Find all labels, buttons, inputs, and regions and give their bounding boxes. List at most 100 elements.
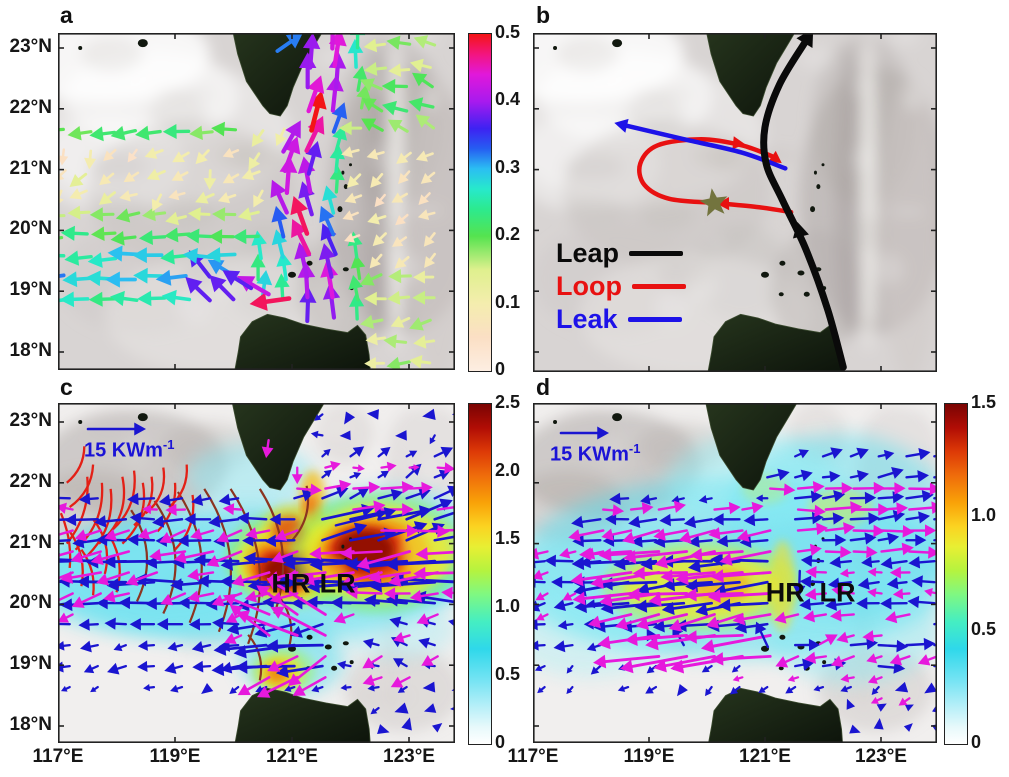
- flux-arrow: [562, 591, 577, 601]
- velocity-arrow: [64, 250, 93, 266]
- flux-arrow: [149, 548, 187, 562]
- leap-path: [760, 39, 847, 371]
- flux-arrow: [418, 637, 436, 649]
- velocity-arrow: [361, 97, 384, 113]
- velocity-arrow: [217, 191, 237, 204]
- flux-arrow: [423, 703, 437, 713]
- flux-arrow: [741, 501, 764, 514]
- velocity-arrow: [290, 196, 310, 236]
- island: [761, 271, 769, 278]
- flux-arrow: [730, 685, 741, 695]
- x-tick-label-c: 123°E: [383, 746, 435, 767]
- velocity-arrow: [318, 243, 336, 279]
- velocity-arrow: [391, 236, 408, 247]
- flux-arrow: [660, 569, 716, 583]
- flux-arrow: [634, 599, 686, 613]
- flux-arrow: [627, 587, 689, 602]
- flux-arrow: [677, 684, 688, 697]
- flux-arrow: [349, 487, 370, 500]
- y-tick-label-c: 19°N: [9, 653, 52, 675]
- flux-arrow: [794, 469, 813, 482]
- velocity-arrow: [137, 290, 167, 307]
- flux-arrow: [362, 655, 383, 669]
- velocity-arrow: [67, 125, 93, 141]
- land-masses: [78, 33, 371, 370]
- flux-arrow: [137, 527, 159, 540]
- flux-arrow: [58, 641, 71, 651]
- velocity-arrow: [251, 129, 265, 147]
- flux-arrow: [852, 524, 885, 538]
- flux-arrow: [568, 529, 605, 542]
- flux-arrow: [433, 446, 454, 458]
- velocity-arrow: [135, 125, 162, 141]
- flux-arrow: [700, 633, 772, 653]
- velocity-arrow: [162, 123, 191, 140]
- island: [797, 270, 805, 276]
- velocity-arrow: [115, 208, 141, 223]
- flux-arrow: [571, 515, 602, 529]
- flux-arrow: [339, 430, 351, 441]
- flux-arrow: [64, 513, 100, 527]
- colorbar-c-tick-label: 0.5: [495, 664, 521, 684]
- colorbar-a-tick-label: 0.3: [495, 156, 521, 177]
- velocity-arrow: [165, 211, 187, 226]
- flux-arrow: [623, 550, 689, 564]
- flux-arrow: [836, 631, 855, 644]
- flux-arrow: [178, 596, 212, 610]
- flux-arrow: [924, 682, 937, 694]
- flux-arrow: [629, 502, 654, 515]
- legend-item-leap: Leap: [556, 240, 684, 267]
- flux-arrow: [156, 617, 184, 631]
- y-tick-label-a: 18°N: [9, 340, 52, 361]
- arrowhead: [614, 118, 629, 133]
- velocity-arrow: [58, 127, 65, 132]
- velocity-arrow: [398, 170, 411, 184]
- flux-arrow: [827, 577, 853, 590]
- flux-arrow: [877, 449, 895, 461]
- flux-arrow: [129, 512, 156, 525]
- velocity-arrow: [386, 35, 412, 50]
- flux-arrow: [630, 535, 658, 548]
- flux-arrow: [533, 600, 546, 612]
- velocity-arrow: [59, 291, 90, 308]
- velocity-arrow: [359, 272, 383, 286]
- flux-arrow: [220, 557, 268, 571]
- flux-arrow: [432, 723, 443, 733]
- panel-border: [58, 403, 455, 743]
- colorbar-a-tick-label: 0.4: [495, 89, 521, 110]
- flux-arrow: [787, 675, 800, 682]
- ridge-label-lr-c: LR: [319, 568, 356, 599]
- flux-arrow: [805, 565, 828, 579]
- flux-arrow: [880, 525, 915, 538]
- flux-arrow: [793, 658, 815, 671]
- flux-arrow: [242, 534, 268, 547]
- colorbar-d-tick-label: 1.5: [971, 392, 997, 412]
- velocity-arrow: [151, 193, 163, 212]
- velocity-arrow: [330, 33, 335, 51]
- flux-arrow: [231, 571, 271, 587]
- flux-arrow: [908, 546, 937, 559]
- flux-arrow: [296, 483, 322, 496]
- flux-arrow: [152, 515, 184, 528]
- velocity-arrow: [98, 191, 116, 205]
- flux-arrow: [793, 490, 823, 503]
- colorbar-a: [468, 33, 492, 372]
- flux-arrow: [80, 640, 99, 653]
- flux-arrow: [659, 513, 685, 527]
- island: [803, 291, 810, 297]
- velocity-arrow: [341, 146, 360, 158]
- flux-arrow: [58, 502, 74, 514]
- velocity-arrow: [168, 189, 186, 201]
- flux-arrow: [683, 515, 713, 529]
- flux-arrow: [269, 513, 296, 526]
- flux-arrow: [401, 717, 412, 731]
- velocity-arrow: [155, 269, 188, 286]
- velocity-arrow: [409, 317, 432, 331]
- flux-arrow: [192, 660, 212, 673]
- velocity-arrow: [133, 267, 164, 284]
- velocity-arrow: [160, 249, 189, 265]
- flux-arrow: [389, 616, 408, 628]
- luzon-landmass: [234, 687, 371, 743]
- velocity-arrow: [415, 114, 435, 130]
